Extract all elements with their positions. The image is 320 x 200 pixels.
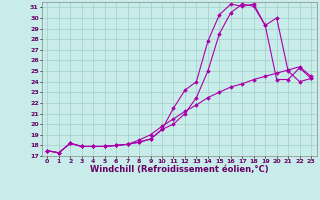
X-axis label: Windchill (Refroidissement éolien,°C): Windchill (Refroidissement éolien,°C)	[90, 165, 268, 174]
